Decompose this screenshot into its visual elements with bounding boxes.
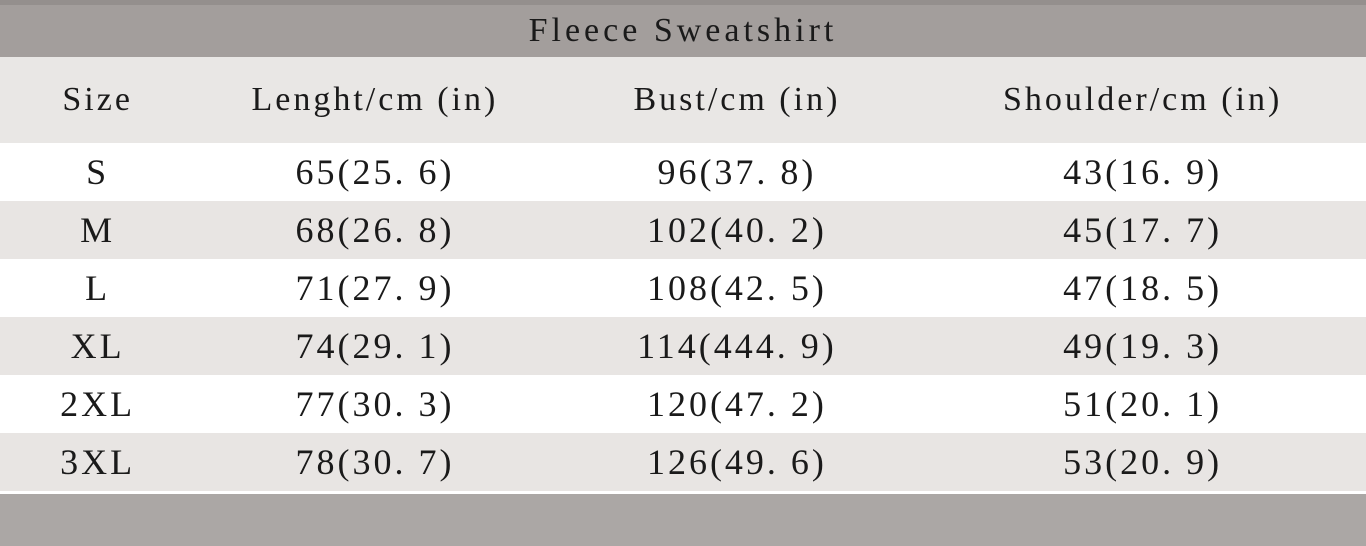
column-header-size: Size xyxy=(62,81,133,118)
size-cell: 3XL xyxy=(60,442,136,482)
size-cell: S xyxy=(86,152,110,192)
shoulder-cell: 47(18. 5) xyxy=(1063,268,1223,308)
length-cell: 65(25. 6) xyxy=(295,152,455,192)
column-header-shoulder: Shoulder/cm (in) xyxy=(1002,81,1283,118)
bust-cell: 126(49. 6) xyxy=(646,442,827,482)
size-cell: M xyxy=(80,210,116,250)
footer-bar xyxy=(0,494,1366,546)
length-cell: 77(30. 3) xyxy=(295,384,455,424)
size-cell: L xyxy=(85,268,111,308)
shoulder-cell: 43(16. 9) xyxy=(1063,152,1223,192)
table-row: 2XL 77(30. 3) 120(47. 2) 51(20. 1) xyxy=(0,375,1366,433)
table-header-row: Size Lenght/cm (in) Bust/cm (in) Shoulde… xyxy=(0,57,1366,143)
bust-cell: 108(42. 5) xyxy=(646,268,827,308)
column-header-length: Lenght/cm (in) xyxy=(251,81,499,118)
length-cell: 78(30. 7) xyxy=(295,442,455,482)
table-row: S 65(25. 6) 96(37. 8) 43(16. 9) xyxy=(0,143,1366,201)
page-title: Fleece Sweatshirt xyxy=(528,12,838,49)
shoulder-cell: 45(17. 7) xyxy=(1063,210,1223,250)
shoulder-cell: 51(20. 1) xyxy=(1063,384,1223,424)
table-row: L 71(27. 9) 108(42. 5) 47(18. 5) xyxy=(0,259,1366,317)
bust-cell: 114(444. 9) xyxy=(637,326,837,366)
bust-cell: 102(40. 2) xyxy=(646,210,827,250)
size-table: Size Lenght/cm (in) Bust/cm (in) Shoulde… xyxy=(0,57,1366,491)
size-cell: 2XL xyxy=(60,384,136,424)
title-bar: Fleece Sweatshirt xyxy=(0,0,1366,57)
table-row: XL 74(29. 1) 114(444. 9) 49(19. 3) xyxy=(0,317,1366,375)
shoulder-cell: 49(19. 3) xyxy=(1063,326,1223,366)
table-row: M 68(26. 8) 102(40. 2) 45(17. 7) xyxy=(0,201,1366,259)
column-header-bust: Bust/cm (in) xyxy=(633,81,841,118)
bust-cell: 120(47. 2) xyxy=(646,384,827,424)
length-cell: 74(29. 1) xyxy=(295,326,455,366)
length-cell: 71(27. 9) xyxy=(295,268,455,308)
shoulder-cell: 53(20. 9) xyxy=(1063,442,1223,482)
size-cell: XL xyxy=(70,326,125,366)
table-row: 3XL 78(30. 7) 126(49. 6) 53(20. 9) xyxy=(0,433,1366,491)
bust-cell: 96(37. 8) xyxy=(657,152,817,192)
length-cell: 68(26. 8) xyxy=(295,210,455,250)
